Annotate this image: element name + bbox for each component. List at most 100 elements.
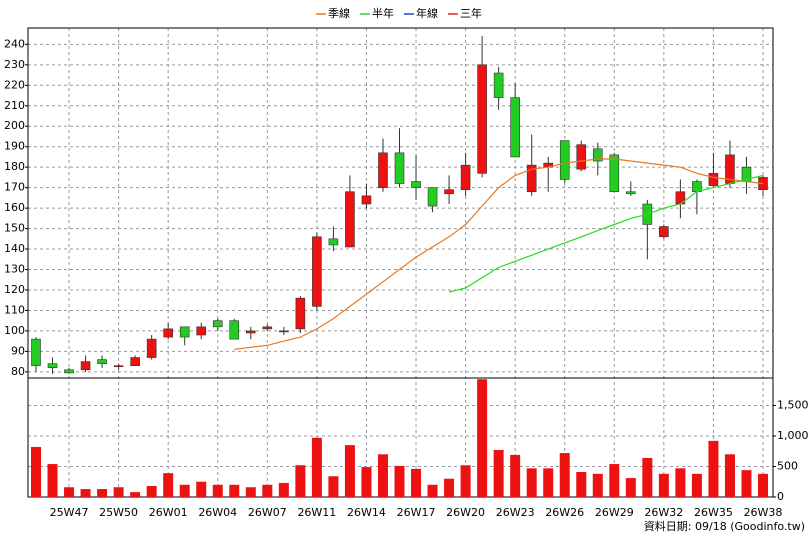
candle-body — [64, 369, 74, 374]
volume-bar — [80, 489, 91, 497]
y2-tick-label: 0 — [777, 490, 784, 503]
volume-bar — [576, 471, 587, 497]
candle-body — [179, 326, 190, 338]
volume-bar — [477, 379, 488, 497]
candle-body — [245, 330, 256, 334]
volume-bar — [741, 470, 752, 497]
y-tick-label: 240 — [4, 37, 25, 50]
candle-body — [460, 164, 471, 190]
y-tick-label: 80 — [11, 365, 25, 378]
candle-body — [692, 181, 702, 193]
candle-body — [576, 144, 587, 170]
candle-body — [196, 326, 207, 336]
volume-bar — [493, 450, 504, 497]
volume-bar — [460, 465, 471, 497]
volume-bar — [444, 478, 455, 497]
candle-body — [345, 191, 355, 248]
y-tick-label: 210 — [4, 99, 25, 112]
volume-bar — [196, 481, 207, 497]
volume-bar — [411, 468, 422, 497]
x-tick-label: 26W35 — [694, 506, 733, 519]
x-tick-label: 26W17 — [397, 506, 436, 519]
volume-bar — [675, 468, 686, 497]
volume-bar — [361, 467, 372, 497]
candle-body — [708, 173, 719, 186]
y-tick-label: 90 — [11, 344, 25, 357]
candle-body — [427, 187, 438, 207]
candle-body — [493, 72, 504, 98]
x-tick-label: 26W20 — [446, 506, 485, 519]
volume-bar — [758, 473, 768, 497]
candle-body — [312, 236, 322, 307]
volume-bar — [642, 457, 653, 497]
volume-bar — [708, 440, 719, 497]
y-tick-label: 170 — [4, 181, 25, 194]
x-tick-label: 26W26 — [545, 506, 584, 519]
legend-label: 季線 — [328, 6, 350, 20]
volume-bar — [625, 478, 636, 497]
x-tick-label: 26W23 — [496, 506, 535, 519]
x-tick-label: 26W32 — [644, 506, 683, 519]
volume-bar — [510, 454, 521, 497]
volume-bar — [146, 486, 157, 497]
volume-bar — [543, 468, 554, 497]
volume-bar — [64, 487, 75, 497]
candle-body — [526, 164, 537, 193]
volume-bar — [113, 487, 124, 497]
volume-bar — [526, 468, 537, 497]
volume-bar — [278, 482, 289, 497]
y2-tick-label: 1,500 — [777, 398, 808, 411]
volume-bar — [130, 492, 141, 497]
volume-bar — [559, 453, 570, 497]
x-tick-label: 26W14 — [347, 506, 386, 519]
y-tick-label: 110 — [4, 303, 25, 316]
x-tick-label: 25W47 — [50, 506, 89, 519]
candle-body — [295, 297, 306, 330]
volume-bar — [691, 473, 702, 497]
y2-tick-label: 1,000 — [777, 429, 808, 442]
legend-label: 年線 — [416, 6, 438, 20]
volume-bar — [245, 487, 256, 497]
candle-body — [394, 152, 405, 184]
candle-body — [130, 357, 140, 367]
volume-bar — [377, 454, 388, 497]
x-tick-label: 25W50 — [99, 506, 138, 519]
volume-bar — [328, 476, 339, 497]
volume-bar — [163, 473, 174, 497]
x-tick-label: 26W01 — [149, 506, 188, 519]
candle-body — [559, 140, 570, 180]
candle-body — [31, 338, 41, 367]
ma-line — [234, 158, 764, 350]
volume-bar — [295, 465, 306, 497]
volume-bar — [47, 464, 58, 497]
ma-line — [448, 174, 764, 293]
y-tick-label: 140 — [4, 242, 25, 255]
candle-body — [80, 361, 91, 371]
candle-body — [47, 363, 58, 369]
candle-body — [477, 64, 487, 174]
footer: 資料日期: 09/18 (Goodinfo.tw) — [644, 519, 805, 533]
candle-body — [113, 365, 124, 368]
candle-body — [444, 189, 454, 195]
volume-bar — [97, 489, 108, 497]
candle-body — [378, 152, 388, 188]
candle-body — [212, 320, 223, 328]
candle-body — [163, 328, 173, 338]
candle-body — [229, 320, 240, 340]
volume-bar — [344, 445, 355, 497]
y-tick-label: 150 — [4, 222, 25, 235]
y-tick-label: 160 — [4, 201, 25, 214]
candle-body — [361, 195, 372, 205]
y2-tick-label: 500 — [777, 459, 798, 472]
x-tick-label: 26W29 — [595, 506, 634, 519]
volume-bar — [724, 454, 735, 497]
y-tick-label: 130 — [4, 263, 25, 276]
x-tick-label: 26W11 — [297, 506, 336, 519]
volume-bar — [592, 473, 603, 497]
volume-bar — [609, 464, 620, 497]
volume-bar — [31, 446, 41, 497]
candle-body — [510, 97, 520, 158]
legend-label: 三年 — [460, 6, 482, 20]
volume-bar — [262, 484, 273, 497]
candle-body — [328, 238, 339, 246]
